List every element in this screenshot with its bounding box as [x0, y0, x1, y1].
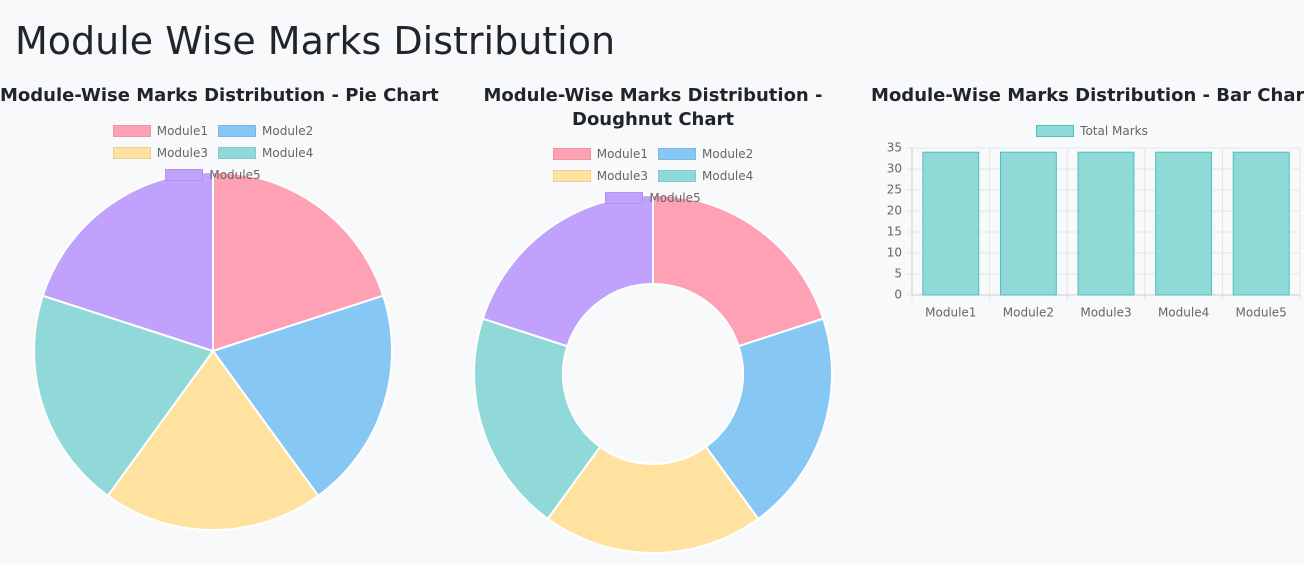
y-tick-label: 5 [894, 267, 902, 281]
x-tick-label: Module1 [925, 306, 976, 320]
legend-swatch [112, 125, 151, 137]
legend-label: Module5 [649, 191, 701, 205]
bar [999, 151, 1057, 296]
x-tick-label: Module2 [1003, 306, 1054, 320]
legend-label: Module1 [596, 147, 648, 161]
legend-swatch [552, 148, 591, 160]
legend-swatch [1036, 125, 1075, 137]
legend-swatch [218, 125, 256, 137]
slice [652, 193, 825, 348]
y-tick-label: 25 [887, 183, 902, 197]
legend: Module1 Module2 Module3 Module4 Module5 [58, 124, 368, 182]
legend-label: Module5 [209, 168, 261, 182]
legend-label: Module2 [262, 124, 314, 138]
slice [473, 317, 602, 521]
legend-swatch [112, 147, 151, 159]
legend-label: Module4 [262, 146, 314, 160]
bar [922, 151, 980, 296]
legend-swatch [552, 170, 591, 182]
bar [1232, 151, 1290, 296]
slice [33, 294, 215, 498]
y-tick-label: 20 [887, 204, 902, 218]
legend-label: Module1 [156, 124, 208, 138]
legend-item: Module2 [218, 124, 314, 138]
legend-label: Module3 [156, 146, 208, 160]
legend-swatch [218, 147, 256, 159]
y-tick-label: 30 [887, 162, 902, 176]
slice [211, 294, 393, 498]
legend-item: Total Marks [1036, 124, 1148, 138]
chart-title: Module-Wise Marks Distribution - Bar Cha… [871, 85, 1304, 106]
legend-item: Module2 [658, 147, 754, 161]
slice [704, 317, 833, 521]
y-tick-label: 0 [894, 288, 902, 302]
slice [106, 349, 320, 531]
legend-item: Module1 [112, 124, 208, 138]
page-title: Module Wise Marks Distribution [15, 19, 616, 63]
y-tick-label: 15 [887, 225, 902, 239]
legend-label: Module4 [702, 169, 754, 183]
legend-swatch [658, 170, 696, 182]
bar [1077, 151, 1135, 296]
chart-title: Module-Wise Marks Distribution - Doughnu… [483, 85, 823, 130]
chart-title: Module-Wise Marks Distribution - Pie Cha… [0, 85, 439, 106]
x-tick-label: Module4 [1158, 306, 1209, 320]
y-tick-label: 10 [887, 246, 902, 260]
slice [546, 445, 760, 554]
legend-item: Module5 [165, 168, 261, 182]
legend-item: Module1 [552, 147, 648, 161]
x-tick-label: Module5 [1236, 306, 1287, 320]
legend-item: Module3 [552, 169, 648, 183]
legend-label: Module3 [596, 169, 648, 183]
legend-item: Module5 [605, 191, 701, 205]
bar [1155, 151, 1213, 296]
y-tick-label: 35 [887, 141, 902, 155]
legend-label: Module2 [702, 147, 754, 161]
legend-swatch [605, 192, 644, 204]
legend: Module1 Module2 Module3 Module4 Module5 [498, 147, 808, 205]
legend-swatch [658, 148, 696, 160]
legend: Total Marks [942, 124, 1242, 138]
slice [212, 170, 385, 353]
x-tick-label: Module3 [1080, 306, 1131, 320]
legend-swatch [165, 169, 204, 181]
legend-item: Module3 [112, 146, 208, 160]
legend-item: Module4 [658, 169, 754, 183]
slice [481, 193, 654, 348]
legend-item: Module4 [218, 146, 314, 160]
legend-label: Total Marks [1080, 124, 1148, 138]
